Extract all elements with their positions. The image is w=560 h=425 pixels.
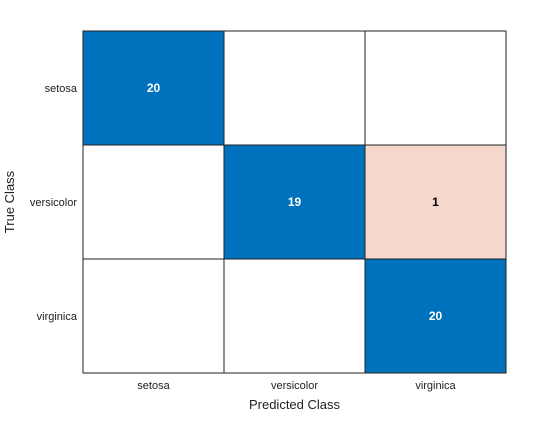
matrix-frame bbox=[82, 30, 507, 374]
matrix-cell-versicolor-setosa bbox=[82, 144, 225, 260]
cell-value-versicolor-versicolor: 19 bbox=[288, 195, 302, 209]
y-axis-label: True Class bbox=[2, 170, 17, 233]
matrix-cell-setosa-versicolor bbox=[223, 30, 366, 146]
matrix-cell-setosa-virginica bbox=[364, 30, 507, 146]
tick-labels: setosa versicolor virginica setosa versicolo… bbox=[30, 83, 457, 392]
y-tick-label-versicolor: versicolor bbox=[30, 197, 77, 209]
cell-value-labels: 20 19 1 20 bbox=[147, 81, 443, 323]
x-tick-label-virginica: virginica bbox=[415, 380, 456, 392]
cell-value-virginica-virginica: 20 bbox=[429, 309, 443, 323]
matrix-cells bbox=[82, 30, 507, 374]
x-axis-label: Predicted Class bbox=[249, 397, 341, 412]
matrix-cell-setosa-setosa bbox=[82, 30, 225, 146]
matrix-cell-virginica-setosa bbox=[82, 258, 225, 374]
x-tick-label-versicolor: versicolor bbox=[271, 380, 318, 392]
matrix-cell-versicolor-versicolor bbox=[223, 144, 366, 260]
cell-value-versicolor-virginica: 1 bbox=[432, 195, 439, 209]
y-tick-label-virginica: virginica bbox=[37, 311, 78, 323]
matrix-cell-versicolor-virginica bbox=[364, 144, 507, 260]
matrix-cell-virginica-versicolor bbox=[223, 258, 366, 374]
cell-value-setosa-setosa: 20 bbox=[147, 81, 161, 95]
x-tick-label-setosa: setosa bbox=[137, 380, 170, 392]
y-tick-label-setosa: setosa bbox=[45, 83, 78, 95]
